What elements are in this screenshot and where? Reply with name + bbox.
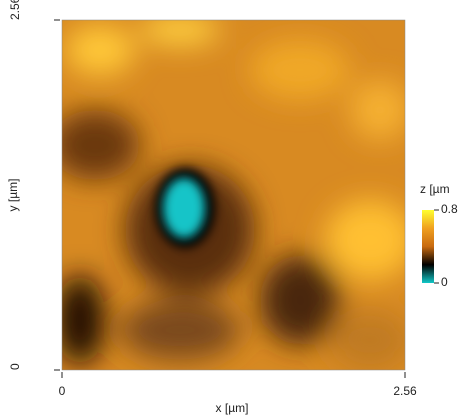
x-tick-label: 0 xyxy=(59,384,66,398)
colorbar-title: z [µm xyxy=(420,182,450,196)
height-map xyxy=(62,20,405,370)
y-tick-label: 2.56 xyxy=(8,0,22,20)
y-tick-label: 0 xyxy=(8,363,22,370)
colorbar-tick-label: 0.8 xyxy=(441,202,458,216)
x-axis-label: x [µm] xyxy=(216,401,249,415)
x-tick-label: 2.56 xyxy=(393,384,417,398)
y-axis-label: y [µm] xyxy=(6,179,20,212)
colorbar-tick-label: 0 xyxy=(441,275,448,289)
plot-frame xyxy=(61,19,406,371)
colorbar xyxy=(422,210,434,283)
